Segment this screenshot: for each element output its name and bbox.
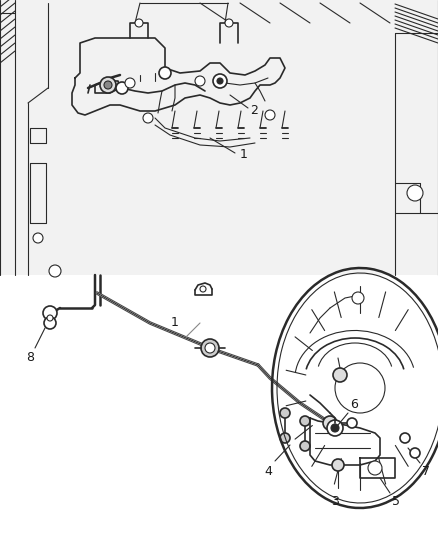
- Circle shape: [49, 265, 61, 277]
- Circle shape: [352, 292, 364, 304]
- Circle shape: [407, 185, 423, 201]
- Circle shape: [143, 113, 153, 123]
- Circle shape: [331, 424, 339, 432]
- Circle shape: [332, 459, 344, 471]
- Text: 6: 6: [350, 398, 358, 411]
- Circle shape: [104, 81, 112, 89]
- Circle shape: [100, 77, 116, 93]
- Circle shape: [300, 441, 310, 451]
- Circle shape: [280, 433, 290, 443]
- Circle shape: [265, 110, 275, 120]
- Text: 1: 1: [171, 317, 179, 329]
- Text: 3: 3: [331, 495, 339, 508]
- Circle shape: [217, 78, 223, 84]
- Circle shape: [125, 78, 135, 88]
- Circle shape: [43, 306, 57, 320]
- Text: 1: 1: [240, 149, 248, 161]
- Circle shape: [205, 343, 215, 353]
- Bar: [0, 0, 438, 275]
- Circle shape: [33, 233, 43, 243]
- Text: 5: 5: [392, 495, 400, 508]
- Circle shape: [280, 408, 290, 418]
- Bar: [0, 275, 438, 533]
- Circle shape: [44, 317, 56, 329]
- Circle shape: [410, 448, 420, 458]
- Circle shape: [135, 19, 143, 27]
- Text: 4: 4: [264, 465, 272, 478]
- Circle shape: [368, 461, 382, 475]
- Circle shape: [347, 418, 357, 428]
- Circle shape: [333, 368, 347, 382]
- Circle shape: [327, 420, 343, 436]
- Circle shape: [159, 67, 171, 79]
- Circle shape: [323, 416, 337, 430]
- Circle shape: [47, 315, 53, 321]
- Circle shape: [225, 19, 233, 27]
- Circle shape: [201, 339, 219, 357]
- Circle shape: [200, 286, 206, 292]
- Text: 8: 8: [26, 351, 34, 364]
- Circle shape: [116, 82, 128, 94]
- Text: 2: 2: [250, 103, 258, 117]
- Circle shape: [195, 76, 205, 86]
- Circle shape: [400, 433, 410, 443]
- Circle shape: [300, 416, 310, 426]
- Text: 7: 7: [422, 465, 430, 478]
- Circle shape: [213, 74, 227, 88]
